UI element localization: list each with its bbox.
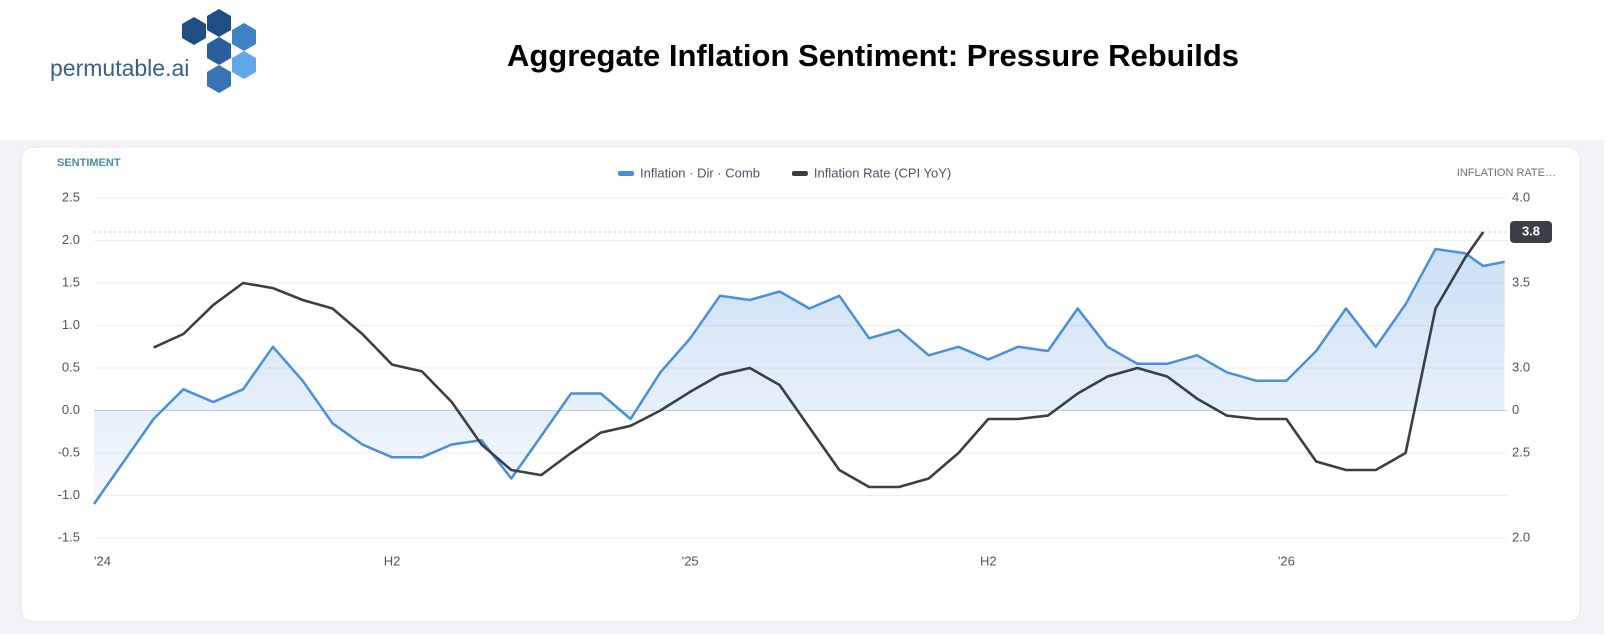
logo-hex xyxy=(207,9,231,37)
x-tick-label: H2 xyxy=(384,553,401,568)
y2-tick-label: 2.5 xyxy=(1512,444,1530,459)
y-axis-title: SENTIMENT xyxy=(57,157,121,169)
logo-text: permutable.ai xyxy=(50,55,189,81)
y2-tick-label: 4.0 xyxy=(1512,189,1530,204)
series-line xyxy=(92,247,1505,505)
logo-hex xyxy=(182,17,206,45)
x-tick-label: '26 xyxy=(1278,553,1295,568)
y-tick-label: -0.5 xyxy=(58,444,80,459)
logo: permutable.ai xyxy=(50,9,256,93)
logo-hex xyxy=(207,65,231,93)
x-tick-label: '24 xyxy=(94,553,111,568)
legend-label: Inflation Rate (CPI YoY) xyxy=(814,165,951,180)
y-tick-label: 2.0 xyxy=(62,232,80,247)
y-tick-label: -1.0 xyxy=(58,487,80,502)
legend-swatch xyxy=(791,171,808,176)
series-area xyxy=(94,249,1505,504)
chart-title: Aggregate Inflation Sentiment: Pressure … xyxy=(507,38,1239,73)
y2-tick-label: 0 xyxy=(1512,402,1519,417)
y-tick-label: 0.0 xyxy=(62,402,80,417)
y2-tick-label: 3.0 xyxy=(1512,359,1530,374)
value-badge xyxy=(1510,221,1552,243)
y2-tick-label: 2.0 xyxy=(1512,529,1530,544)
logo-hex xyxy=(232,23,256,51)
value-label: 3.8 xyxy=(1522,223,1540,238)
legend-swatch xyxy=(618,171,634,176)
y2-axis-title: INFLATION RATE… xyxy=(1457,167,1556,179)
logo-hex xyxy=(232,51,256,79)
legend-label: Inflation · Dir · Comb xyxy=(640,165,760,180)
y-tick-label: 1.5 xyxy=(62,274,80,289)
y-tick-label: 1.0 xyxy=(62,317,80,332)
y-tick-label: 0.5 xyxy=(62,359,80,374)
x-tick-label: '25 xyxy=(682,553,699,568)
y-tick-label: 2.5 xyxy=(62,189,80,204)
x-tick-label: H2 xyxy=(980,553,997,568)
series-line xyxy=(153,231,1485,489)
y-tick-label: -1.5 xyxy=(58,529,80,544)
y2-tick-label: 3.5 xyxy=(1512,274,1530,289)
logo-hex xyxy=(207,37,231,65)
